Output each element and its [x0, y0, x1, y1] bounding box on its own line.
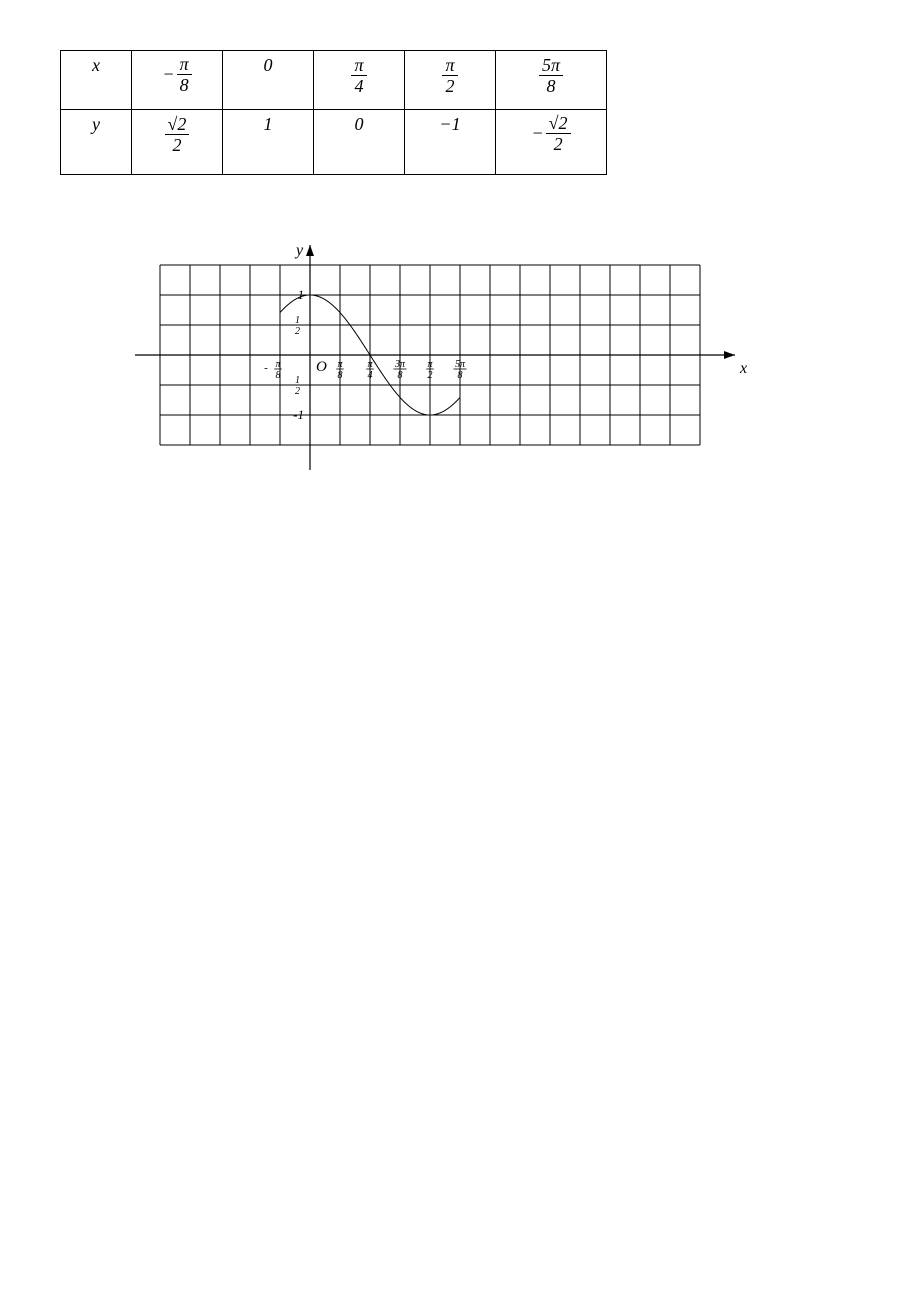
svg-text:π: π — [367, 359, 373, 370]
table-cell: 5π8 — [496, 51, 607, 110]
table-cell: −1 — [405, 110, 496, 175]
svg-text:-: - — [264, 362, 268, 374]
fraction-label: π8 — [274, 359, 282, 381]
table-cell: √22 — [132, 110, 223, 175]
y-tick-label: 1 — [298, 287, 305, 302]
row-header: x — [61, 51, 132, 110]
data-table-container: x−π80π4π25π8y√2210−1−√22 — [60, 50, 860, 175]
svg-text:2: 2 — [428, 370, 433, 381]
fraction-label: 12 — [293, 315, 301, 337]
cosine-chart: yxO11212-1-π8π8π43π8π25π8 — [120, 235, 760, 485]
svg-text:1: 1 — [295, 315, 300, 326]
chart-container: yxO11212-1-π8π8π43π8π25π8 — [120, 235, 860, 490]
table-cell: −√22 — [496, 110, 607, 175]
table-cell: π2 — [405, 51, 496, 110]
svg-text:π: π — [275, 359, 281, 370]
origin-label: O — [316, 359, 327, 375]
axes — [135, 245, 735, 470]
row-header: y — [61, 110, 132, 175]
fraction-label: 3π8 — [394, 359, 407, 381]
values-table: x−π80π4π25π8y√2210−1−√22 — [60, 50, 607, 175]
svg-text:π: π — [337, 359, 343, 370]
table-cell: 0 — [223, 51, 314, 110]
svg-text:8: 8 — [458, 370, 463, 381]
fraction-label: 5π8 — [454, 359, 467, 381]
svg-text:π: π — [427, 359, 433, 370]
table-cell: −π8 — [132, 51, 223, 110]
svg-text:2: 2 — [295, 386, 300, 397]
svg-text:1: 1 — [295, 375, 300, 386]
fraction-label: π4 — [366, 359, 374, 381]
x-axis-label: x — [739, 360, 747, 377]
table-cell: 0 — [314, 110, 405, 175]
svg-text:3π: 3π — [394, 359, 406, 370]
table-cell: 1 — [223, 110, 314, 175]
y-tick-label: -1 — [293, 407, 304, 422]
svg-text:2: 2 — [295, 326, 300, 337]
svg-text:8: 8 — [276, 370, 281, 381]
x-tick-label: -π8 — [264, 359, 282, 381]
fraction-label: π2 — [426, 359, 434, 381]
svg-text:4: 4 — [368, 370, 373, 381]
table-cell: π4 — [314, 51, 405, 110]
y-axis-label: y — [294, 242, 304, 259]
fraction-label: π8 — [336, 359, 344, 381]
svg-text:8: 8 — [338, 370, 343, 381]
svg-text:5π: 5π — [455, 359, 466, 370]
fraction-label: 12 — [293, 375, 301, 397]
svg-text:8: 8 — [398, 370, 403, 381]
